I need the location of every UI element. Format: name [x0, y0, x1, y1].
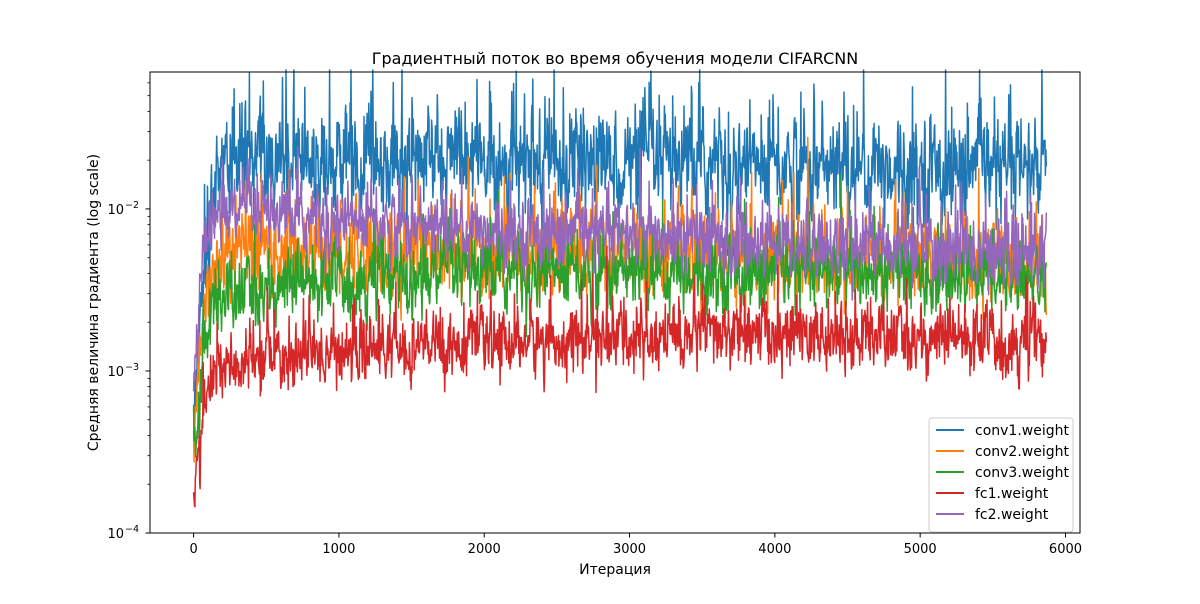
chart-title: Градиентный поток во время обучения моде…: [372, 49, 858, 68]
series-line-fc2-weight: [192, 146, 1048, 392]
x-axis-label: Итерация: [579, 562, 651, 578]
x-tick-label: 3000: [613, 542, 646, 557]
y-tick-label-base: 10: [107, 203, 124, 218]
legend: conv1.weight conv2.weight conv3.weight fc1.…: [928, 417, 1074, 533]
legend-box: [928, 417, 1074, 533]
legend-label: conv2.weight: [975, 444, 1069, 460]
y-tick-label-base: 10: [107, 365, 124, 380]
x-tick-label: 2000: [468, 542, 501, 557]
legend-label: conv1.weight: [975, 423, 1069, 439]
y-tick-label-exponent: −3: [125, 362, 139, 373]
x-tick-label: 5000: [904, 542, 937, 557]
plot-frame: [149, 71, 1081, 534]
x-tick-label: 0: [189, 542, 197, 557]
legend-label: conv3.weight: [975, 465, 1069, 481]
x-tick-label: 1000: [322, 542, 355, 557]
series-lines: [192, 69, 1048, 508]
y-axis-label: Средняя величина градиента (log scale): [86, 154, 102, 451]
y-tick-label-exponent: −2: [125, 200, 139, 211]
legend-label: fc2.weight: [975, 507, 1049, 523]
x-tick-label: 4000: [758, 542, 791, 557]
y-tick-label-base: 10: [107, 527, 124, 542]
series-line-conv3-weight: [192, 173, 1048, 458]
legend-label: fc1.weight: [975, 486, 1049, 502]
y-tick-label-exponent: −4: [125, 524, 139, 535]
x-tick-label: 6000: [1049, 542, 1082, 557]
series-line-fc1-weight: [192, 245, 1048, 508]
